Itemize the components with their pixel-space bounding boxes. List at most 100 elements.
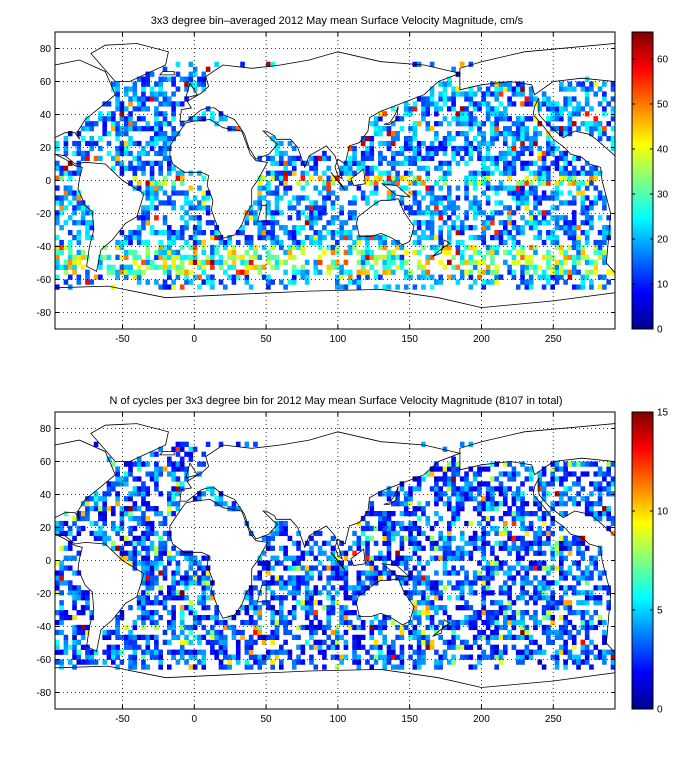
bin-cell: [248, 619, 254, 626]
bin-cell: [541, 210, 547, 216]
bin-cell: [369, 135, 375, 142]
bin-cell: [175, 659, 181, 665]
bin-cell: [171, 249, 176, 256]
bin-cell: [356, 664, 362, 670]
bin-cell: [158, 86, 163, 92]
bin-cell: [442, 649, 448, 655]
bin-cell: [541, 254, 547, 260]
bin-cell: [395, 634, 400, 640]
bin-cell: [533, 269, 538, 275]
bin-cell: [149, 451, 155, 457]
bin-cell: [253, 654, 258, 660]
bin-cell: [55, 254, 60, 260]
bin-cell: [589, 81, 594, 87]
bin-cell: [412, 624, 418, 631]
bin-cell: [447, 81, 452, 87]
bin-cell: [214, 614, 219, 621]
bin-cell: [498, 274, 504, 280]
bin-cell: [115, 471, 120, 477]
bin-cell: [132, 486, 138, 492]
bin-cell: [442, 476, 448, 482]
bin-cell: [425, 614, 431, 621]
bin-cell: [72, 570, 77, 576]
bin-cell: [533, 140, 538, 147]
bin-cell: [412, 121, 418, 127]
bin-cell: [421, 511, 426, 517]
bin-cell: [520, 555, 525, 561]
bin-cell: [481, 649, 487, 655]
bin-cell: [451, 535, 456, 541]
bin-cell: [541, 220, 547, 226]
bin-cell: [395, 664, 400, 670]
bin-cell: [201, 575, 207, 581]
bin-cell: [111, 121, 116, 127]
bin-cell: [136, 461, 142, 467]
bin-cell: [365, 145, 370, 152]
bin-cell: [205, 629, 211, 636]
bin-cell: [326, 555, 331, 561]
bin-cell: [442, 540, 448, 546]
bin-cell: [468, 96, 474, 102]
bin-cell: [214, 244, 219, 251]
bin-cell: [528, 96, 534, 102]
bin-cell: [145, 106, 151, 112]
bin-cell: [158, 511, 163, 517]
bin-cell: [248, 254, 254, 260]
bin-cell: [270, 664, 275, 670]
bin-cell: [266, 200, 271, 206]
bin-cell: [162, 515, 168, 522]
bin-cell: [434, 580, 439, 586]
bin-cell: [80, 515, 86, 522]
bin-cell: [584, 259, 590, 265]
bin-cell: [119, 555, 125, 561]
bin-cell: [438, 535, 443, 541]
bin-cell: [528, 215, 534, 221]
bin-cell: [593, 269, 599, 275]
bin-cell: [520, 575, 525, 581]
bin-cell: [434, 545, 439, 551]
bin-cell: [167, 165, 172, 171]
bin-cell: [158, 81, 163, 87]
bin-cell: [559, 600, 564, 606]
bin-cell: [248, 585, 254, 591]
bin-cell: [59, 239, 64, 246]
bin-cell: [610, 654, 616, 660]
bin-cell: [546, 639, 551, 645]
bin-cell: [158, 150, 163, 157]
bin-cell: [576, 185, 581, 191]
bin-cell: [464, 476, 469, 482]
bin-cell: [171, 254, 176, 260]
bin-cell: [584, 575, 590, 581]
bin-cell: [507, 264, 512, 270]
bin-cell: [550, 481, 555, 487]
bin-cell: [550, 501, 555, 507]
bin-cell: [167, 234, 172, 241]
bin-cell: [317, 205, 323, 211]
bin-cell: [434, 461, 439, 467]
bin-cell: [447, 496, 452, 502]
bin-cell: [223, 284, 228, 290]
bin-cell: [455, 585, 461, 591]
bin-cell: [447, 165, 452, 171]
bin-cell: [188, 234, 194, 241]
bin-cell: [296, 200, 301, 206]
bin-cell: [425, 190, 431, 196]
bin-cell: [528, 639, 534, 645]
bin-cell: [602, 476, 607, 482]
bin-cell: [485, 116, 491, 122]
bin-cell: [537, 476, 543, 482]
bin-cell: [218, 659, 224, 665]
bin-cell: [123, 506, 129, 512]
bin-cell: [442, 535, 448, 541]
bin-cell: [537, 535, 543, 541]
bin-cell: [339, 654, 344, 660]
bin-cell: [563, 545, 568, 551]
bin-cell: [395, 550, 400, 556]
bin-cell: [606, 135, 611, 142]
bin-cell: [580, 555, 586, 561]
bin-cell: [528, 244, 534, 251]
bin-cell: [485, 491, 491, 497]
bin-cell: [455, 619, 461, 626]
coastline: [356, 198, 415, 246]
bin-cell: [563, 535, 568, 541]
